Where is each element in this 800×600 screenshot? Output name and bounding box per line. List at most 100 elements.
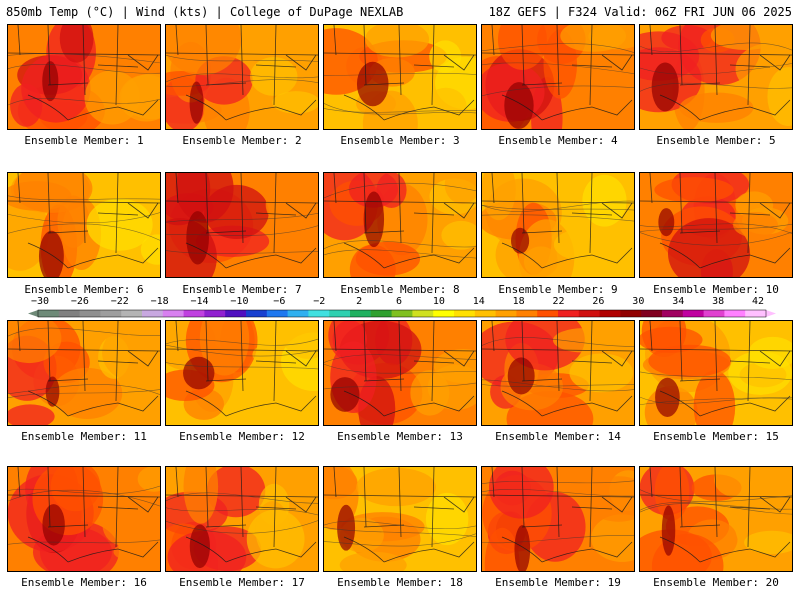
temperature-map <box>8 173 160 277</box>
color-swatch <box>578 310 601 317</box>
color-scale-tick: 42 <box>751 296 765 307</box>
ensemble-panel <box>323 24 477 130</box>
ensemble-panel <box>323 466 477 572</box>
ensemble-member-label: Ensemble Member: 10 <box>653 283 779 296</box>
color-scale-tick: 34 <box>672 296 685 307</box>
ensemble-member-label: Ensemble Member: 6 <box>24 283 144 296</box>
color-swatch <box>474 310 497 317</box>
temperature-map <box>640 25 792 129</box>
color-swatch <box>495 310 517 317</box>
ensemble-member-label: Ensemble Member: 13 <box>337 430 463 443</box>
temperature-map <box>8 321 160 425</box>
ensemble-panel <box>639 172 793 278</box>
color-scale-tick: 26 <box>592 296 605 307</box>
ensemble-panel <box>165 24 319 130</box>
ensemble-panel <box>7 172 161 278</box>
temperature-map <box>8 25 160 129</box>
color-swatch <box>58 310 81 317</box>
ensemble-panel <box>323 320 477 426</box>
color-scale-tick: 10 <box>432 296 445 307</box>
ensemble-member-label: Ensemble Member: 9 <box>498 283 618 296</box>
temperature-map <box>166 173 318 277</box>
ensemble-member-label: Ensemble Member: 20 <box>653 576 779 589</box>
ensemble-panel <box>481 172 635 278</box>
color-swatch <box>308 310 330 317</box>
temperature-map <box>640 173 792 277</box>
ensemble-member-label: Ensemble Member: 7 <box>182 283 302 296</box>
color-scale-tick: −26 <box>70 296 89 307</box>
color-swatch <box>370 310 393 317</box>
temperature-map <box>324 321 476 425</box>
temperature-map <box>166 467 318 571</box>
temperature-map <box>640 321 792 425</box>
color-swatch <box>121 310 143 317</box>
ensemble-member-label: Ensemble Member: 19 <box>495 576 621 589</box>
color-scale-tick: 22 <box>552 296 565 307</box>
ensemble-member-label: Ensemble Member: 5 <box>656 134 776 147</box>
color-scale-tick: −14 <box>190 296 209 307</box>
ensemble-panel <box>481 320 635 426</box>
ensemble-member-label: Ensemble Member: 15 <box>653 430 779 443</box>
product-title: 850mb Temp (°C) | Wind (kts) | College o… <box>6 5 404 19</box>
color-swatch <box>329 310 351 317</box>
color-swatch <box>183 310 205 317</box>
temperature-map <box>482 321 634 425</box>
color-swatch <box>662 310 684 317</box>
valid-time: 18Z GEFS | F324 Valid: 06Z FRI JUN 06 20… <box>488 5 792 19</box>
color-swatch <box>724 310 746 317</box>
temperature-map <box>482 25 634 129</box>
ensemble-panel <box>481 24 635 130</box>
ensemble-panel <box>165 466 319 572</box>
color-scale: −30 −26 −22 −18 −14 −10 −6 −2 2 6 10 14 18 22 26 30 34 38… <box>0 296 800 318</box>
ensemble-panel <box>7 320 161 426</box>
ensemble-panel <box>639 466 793 572</box>
ensemble-panel <box>7 24 161 130</box>
color-swatch <box>682 310 705 317</box>
ensemble-member-label: Ensemble Member: 12 <box>179 430 305 443</box>
color-scale-bar <box>28 309 776 318</box>
color-scale-tick: 6 <box>395 296 403 307</box>
color-scale-tick: 38 <box>712 296 725 307</box>
color-swatch <box>100 310 122 317</box>
ensemble-panel <box>323 172 477 278</box>
ensemble-member-label: Ensemble Member: 11 <box>21 430 147 443</box>
ensemble-panel <box>481 466 635 572</box>
color-swatch <box>641 310 663 317</box>
color-swatch <box>204 310 226 317</box>
color-scale-tick: 14 <box>472 296 485 307</box>
ensemble-member-label: Ensemble Member: 3 <box>340 134 460 147</box>
color-swatch <box>391 310 413 317</box>
ensemble-member-label: Ensemble Member: 2 <box>182 134 302 147</box>
color-swatch <box>225 310 247 317</box>
color-scale-tick: −2 <box>313 296 326 307</box>
ensemble-member-label: Ensemble Member: 1 <box>24 134 144 147</box>
color-swatch <box>516 310 538 317</box>
color-scale-tick: −6 <box>273 296 286 307</box>
color-scale-tick: −18 <box>150 296 169 307</box>
color-swatch <box>350 310 372 317</box>
color-swatch <box>558 310 580 317</box>
color-swatch <box>38 310 60 317</box>
color-swatch <box>537 310 559 317</box>
color-scale-tick: 30 <box>632 296 645 307</box>
color-swatch <box>79 310 101 317</box>
color-scale-tick: −10 <box>230 296 249 307</box>
temperature-map <box>166 25 318 129</box>
color-swatch <box>599 310 621 317</box>
ensemble-panel <box>7 466 161 572</box>
color-swatch <box>745 310 767 317</box>
temperature-map <box>324 173 476 277</box>
color-swatch <box>412 310 434 317</box>
ensemble-member-label: Ensemble Member: 18 <box>337 576 463 589</box>
ensemble-panel <box>639 320 793 426</box>
color-swatch <box>433 310 455 317</box>
ensemble-member-label: Ensemble Member: 4 <box>498 134 618 147</box>
color-swatch <box>620 310 642 317</box>
color-swatch <box>703 310 725 317</box>
ensemble-member-label: Ensemble Member: 16 <box>21 576 147 589</box>
ensemble-panel <box>165 320 319 426</box>
ensemble-member-label: Ensemble Member: 17 <box>179 576 305 589</box>
color-swatch <box>162 310 185 317</box>
ensemble-panel <box>165 172 319 278</box>
color-swatch <box>246 310 268 317</box>
